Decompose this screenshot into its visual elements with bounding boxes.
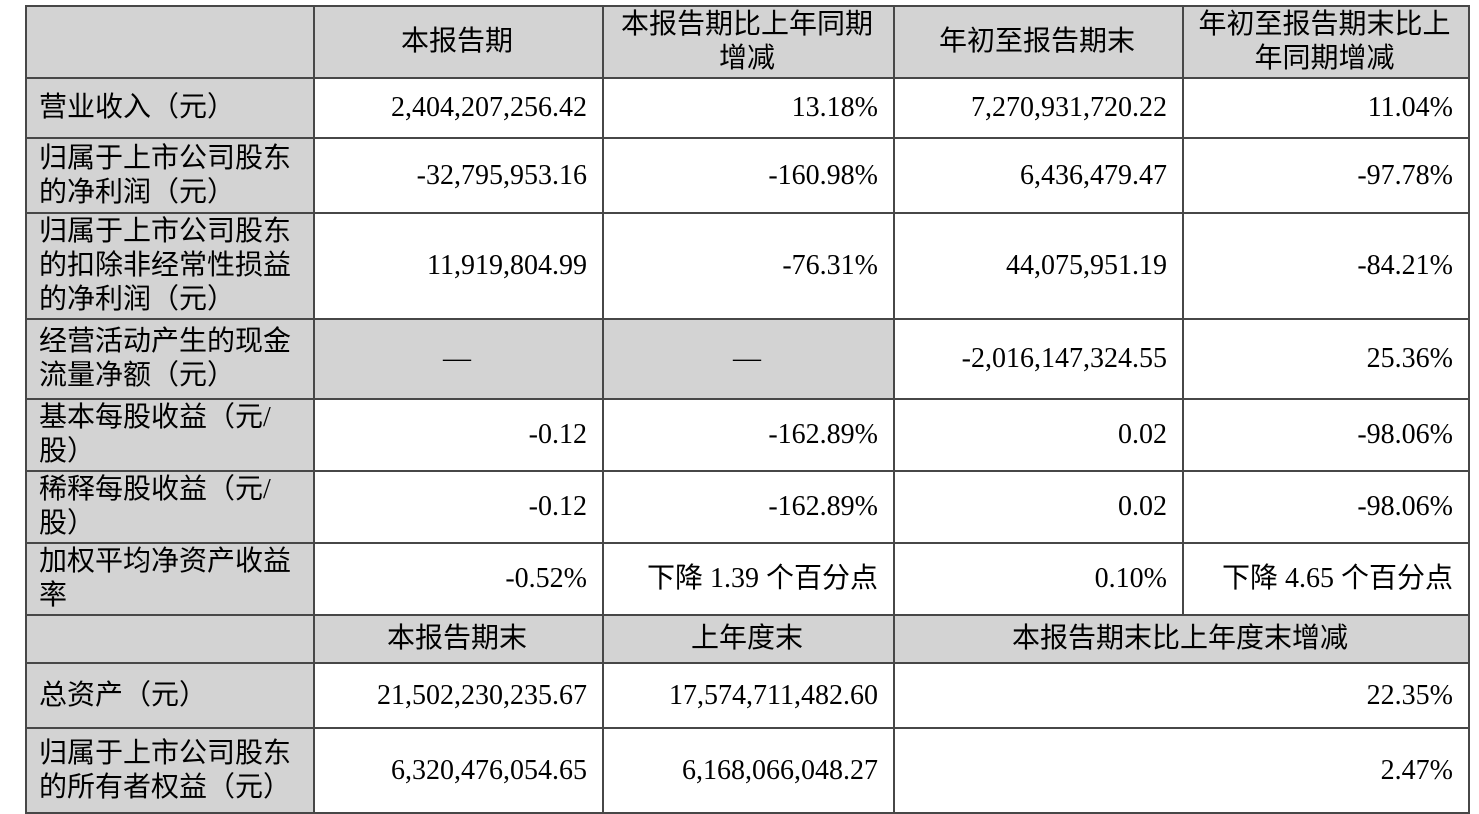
value-cell: 11.04% (1182, 77, 1470, 139)
metric-label: 经营活动产生的现金流量净额（元） (25, 318, 315, 400)
value-cell: -0.12 (313, 470, 604, 544)
value-cell: 17,574,711,482.60 (602, 662, 895, 729)
section1-header-row: 本报告期 本报告期比上年同期增减 年初至报告期末 年初至报告期末比上年同期增减 (25, 5, 1470, 79)
table-row-operating-cash-flow: 经营活动产生的现金流量净额（元） — — -2,016,147,324.55 2… (25, 318, 1470, 400)
value-cell: 2.47% (893, 727, 1470, 814)
value-cell: 下降 4.65 个百分点 (1182, 542, 1470, 616)
header-current-period: 本报告期 (313, 5, 604, 79)
metric-label: 归属于上市公司股东的扣除非经常性损益的净利润（元） (25, 212, 315, 320)
empty-dash-cell: — (602, 318, 895, 400)
value-cell: 下降 1.39 个百分点 (602, 542, 895, 616)
header-end-of-prev-year: 上年度末 (602, 614, 895, 664)
value-cell: 2,404,207,256.42 (313, 77, 604, 139)
header-period-vs-prev-year-change: 本报告期末比上年度末增减 (893, 614, 1470, 664)
value-cell: 21,502,230,235.67 (313, 662, 604, 729)
metric-label: 归属于上市公司股东的所有者权益（元） (25, 727, 315, 814)
empty-dash-cell: — (313, 318, 604, 400)
value-cell: -76.31% (602, 212, 895, 320)
value-cell: -0.12 (313, 398, 604, 472)
header-empty-cell (25, 5, 315, 79)
value-cell: 6,168,066,048.27 (602, 727, 895, 814)
value-cell: 0.02 (893, 470, 1184, 544)
table-row-net-profit-excl-nonrecurring: 归属于上市公司股东的扣除非经常性损益的净利润（元） 11,919,804.99 … (25, 212, 1470, 320)
value-cell: 7,270,931,720.22 (893, 77, 1184, 139)
table-row-net-profit: 归属于上市公司股东的净利润（元） -32,795,953.16 -160.98%… (25, 137, 1470, 214)
value-cell: -97.78% (1182, 137, 1470, 214)
value-cell: 0.10% (893, 542, 1184, 616)
header-empty-cell (25, 614, 315, 664)
value-cell: 6,436,479.47 (893, 137, 1184, 214)
header-year-to-date: 年初至报告期末 (893, 5, 1184, 79)
financial-summary-table: 本报告期 本报告期比上年同期增减 年初至报告期末 年初至报告期末比上年同期增减 … (25, 5, 1470, 814)
metric-label: 营业收入（元） (25, 77, 315, 139)
metric-label: 基本每股收益（元/股） (25, 398, 315, 472)
value-cell: 25.36% (1182, 318, 1470, 400)
metric-label: 归属于上市公司股东的净利润（元） (25, 137, 315, 214)
section2-header-row: 本报告期末 上年度末 本报告期末比上年度末增减 (25, 614, 1470, 664)
value-cell: 11,919,804.99 (313, 212, 604, 320)
value-cell: -98.06% (1182, 398, 1470, 472)
value-cell: 6,320,476,054.65 (313, 727, 604, 814)
header-current-period-yoy-change: 本报告期比上年同期增减 (602, 5, 895, 79)
value-cell: 13.18% (602, 77, 895, 139)
table-row-diluted-eps: 稀释每股收益（元/股） -0.12 -162.89% 0.02 -98.06% (25, 470, 1470, 544)
table-row-owners-equity: 归属于上市公司股东的所有者权益（元） 6,320,476,054.65 6,16… (25, 727, 1470, 814)
value-cell: 22.35% (893, 662, 1470, 729)
value-cell: -98.06% (1182, 470, 1470, 544)
table-row-revenue: 营业收入（元） 2,404,207,256.42 13.18% 7,270,93… (25, 77, 1470, 139)
value-cell: -84.21% (1182, 212, 1470, 320)
header-year-to-date-yoy-change: 年初至报告期末比上年同期增减 (1182, 5, 1470, 79)
value-cell: -162.89% (602, 470, 895, 544)
value-cell: 44,075,951.19 (893, 212, 1184, 320)
table-row-basic-eps: 基本每股收益（元/股） -0.12 -162.89% 0.02 -98.06% (25, 398, 1470, 472)
metric-label: 加权平均净资产收益率 (25, 542, 315, 616)
header-end-of-period: 本报告期末 (313, 614, 604, 664)
metric-label: 总资产（元） (25, 662, 315, 729)
table-row-weighted-avg-roe: 加权平均净资产收益率 -0.52% 下降 1.39 个百分点 0.10% 下降 … (25, 542, 1470, 616)
table-row-total-assets: 总资产（元） 21,502,230,235.67 17,574,711,482.… (25, 662, 1470, 729)
value-cell: -0.52% (313, 542, 604, 616)
value-cell: -2,016,147,324.55 (893, 318, 1184, 400)
value-cell: -32,795,953.16 (313, 137, 604, 214)
metric-label: 稀释每股收益（元/股） (25, 470, 315, 544)
value-cell: -160.98% (602, 137, 895, 214)
value-cell: -162.89% (602, 398, 895, 472)
value-cell: 0.02 (893, 398, 1184, 472)
